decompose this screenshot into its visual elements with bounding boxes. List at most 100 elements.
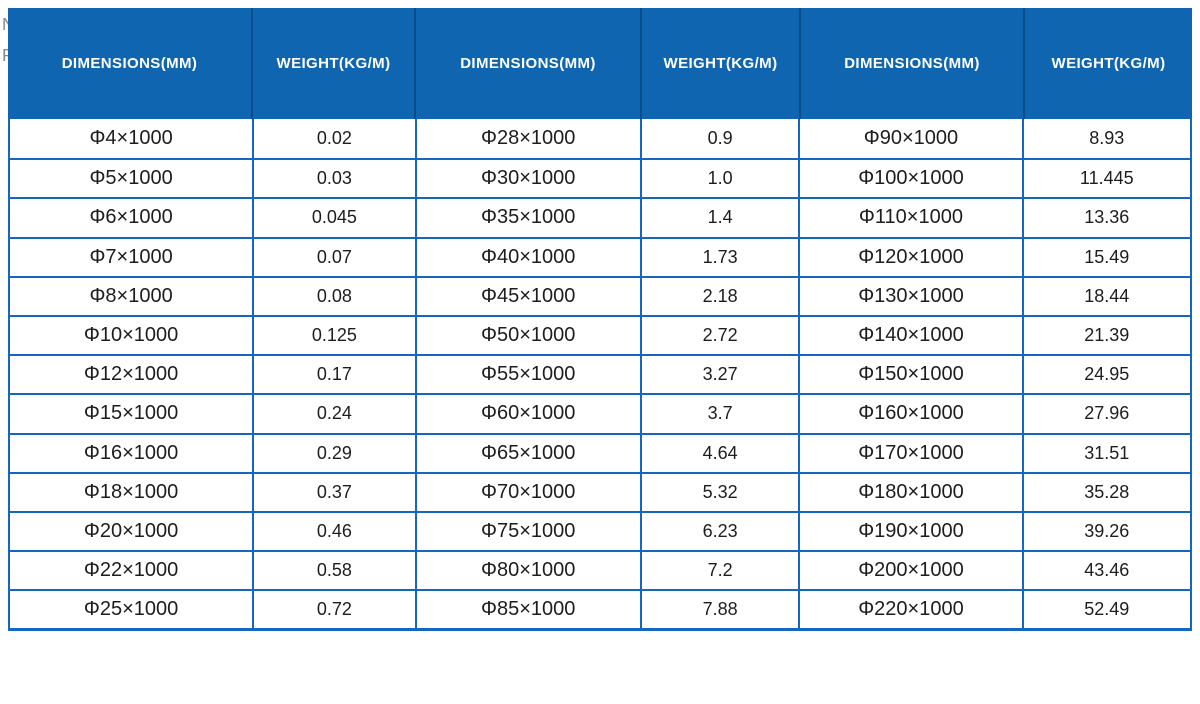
dimensions-cell: Φ50×1000 (414, 316, 640, 355)
dimensions-cell: Φ8×1000 (10, 277, 253, 315)
weight-cell: 0.17 (252, 356, 415, 394)
table-header-row: DIMENSIONS(MM) WEIGHT(KG/M) DIMENSIONS(M… (8, 8, 1192, 119)
weight-cell: 21.39 (1021, 316, 1190, 355)
weight-cell: 52.49 (1021, 591, 1190, 629)
weight-cell: 13.36 (1021, 199, 1190, 237)
dimensions-cell: Φ25×1000 (10, 591, 253, 629)
dimensions-cell: Φ10×1000 (10, 316, 253, 355)
table-row: Φ5×1000 0.03 Φ30×1000 1.0 Φ100×1000 11.445 (10, 158, 1190, 198)
weight-cell: 2.18 (639, 277, 799, 315)
dimensions-cell: Φ200×1000 (798, 552, 1022, 590)
dimensions-cell: Φ130×1000 (798, 277, 1022, 315)
weight-cell: 11.445 (1021, 160, 1190, 198)
dimensions-cell: Φ80×1000 (414, 552, 640, 590)
weight-cell: 8.93 (1021, 119, 1190, 159)
header-weight-1: WEIGHT(KG/M) (251, 8, 414, 119)
table-row: Φ22×1000 0.58 Φ80×1000 7.2 Φ200×1000 43.46 (10, 550, 1190, 590)
dimensions-cell: Φ7×1000 (10, 238, 253, 276)
table-row: Φ6×1000 0.045 Φ35×1000 1.4 Φ110×1000 13.36 (10, 197, 1190, 237)
dimensions-cell: Φ110×1000 (798, 199, 1022, 237)
dimensions-cell: Φ20×1000 (10, 512, 253, 551)
table-body: Φ4×1000 0.02 Φ28×1000 0.9 Φ90×1000 8.93 Φ5×100… (8, 119, 1192, 632)
dimensions-cell: Φ16×1000 (10, 434, 253, 472)
dimensions-cell: Φ90×1000 (798, 119, 1022, 159)
dimensions-cell: Φ35×1000 (414, 199, 640, 237)
weight-cell: 0.08 (252, 277, 415, 315)
weight-cell: 39.26 (1021, 512, 1190, 551)
weight-cell: 18.44 (1021, 277, 1190, 315)
dimensions-cell: Φ120×1000 (798, 238, 1022, 276)
weight-cell: 7.88 (639, 591, 799, 629)
table-row: Φ15×1000 0.24 Φ60×1000 3.7 Φ160×1000 27.96 (10, 393, 1190, 433)
dimensions-cell: Φ150×1000 (798, 356, 1022, 394)
weight-cell: 7.2 (639, 552, 799, 590)
dimensions-cell: Φ70×1000 (414, 473, 640, 511)
weight-cell: 6.23 (639, 512, 799, 551)
table-row: Φ25×1000 0.72 Φ85×1000 7.88 Φ220×1000 52.49 (10, 589, 1190, 629)
dimensions-cell: Φ190×1000 (798, 512, 1022, 551)
header-weight-3: WEIGHT(KG/M) (1023, 8, 1192, 119)
dimensions-cell: Φ65×1000 (414, 434, 640, 472)
weight-cell: 0.02 (252, 119, 415, 159)
weight-cell: 0.045 (252, 199, 415, 237)
weight-cell: 1.73 (639, 238, 799, 276)
header-dimensions-3: DIMENSIONS(MM) (799, 8, 1023, 119)
dimensions-cell: Φ12×1000 (10, 356, 253, 394)
weight-cell: 4.64 (639, 434, 799, 472)
table-row: Φ7×1000 0.07 Φ40×1000 1.73 Φ120×1000 15.49 (10, 236, 1190, 276)
weight-cell: 15.49 (1021, 238, 1190, 276)
weight-cell: 1.0 (639, 160, 799, 198)
header-dimensions-1: DIMENSIONS(MM) (61, 55, 198, 72)
dimensions-cell: Φ220×1000 (798, 591, 1022, 629)
weight-cell: 0.46 (252, 512, 415, 551)
dimensions-cell: Φ45×1000 (414, 277, 640, 315)
table-row: Φ20×1000 0.46 Φ75×1000 6.23 Φ190×1000 39.26 (10, 510, 1190, 551)
dimensions-cell: Φ22×1000 (10, 552, 253, 590)
weight-cell: 3.27 (639, 356, 799, 394)
weight-cell: 27.96 (1021, 395, 1190, 433)
table-row: Φ8×1000 0.08 Φ45×1000 2.18 Φ130×1000 18.44 (10, 275, 1190, 315)
header-weight-2: WEIGHT(KG/M) (640, 8, 799, 119)
weight-cell: 24.95 (1021, 356, 1190, 394)
weight-cell: 0.125 (252, 316, 415, 355)
dimensions-cell: Φ75×1000 (414, 512, 640, 551)
weight-cell: 31.51 (1021, 434, 1190, 472)
dimensions-cell: Φ28×1000 (414, 119, 640, 159)
weight-cell: 0.29 (252, 434, 415, 472)
dimensions-cell: Φ15×1000 (10, 395, 253, 433)
weight-cell: 5.32 (639, 473, 799, 511)
dimensions-cell: Φ100×1000 (798, 160, 1022, 198)
table-row: Φ4×1000 0.02 Φ28×1000 0.9 Φ90×1000 8.93 (10, 119, 1190, 159)
dimensions-cell: Φ160×1000 (798, 395, 1022, 433)
weight-cell: 0.24 (252, 395, 415, 433)
table-row: Φ12×1000 0.17 Φ55×1000 3.27 Φ150×1000 24.95 (10, 354, 1190, 394)
weight-cell: 0.03 (252, 160, 415, 198)
spec-table: DIMENSIONS(MM) WEIGHT(KG/M) DIMENSIONS(M… (8, 8, 1192, 632)
dimensions-cell: Φ55×1000 (414, 356, 640, 394)
table-row: Φ10×1000 0.125 Φ50×1000 2.72 Φ140×1000 21.39 (10, 314, 1190, 355)
dimensions-cell: Φ6×1000 (10, 199, 253, 237)
weight-cell: 1.4 (639, 199, 799, 237)
table-row: Φ16×1000 0.29 Φ65×1000 4.64 Φ170×1000 31.51 (10, 432, 1190, 472)
weight-cell: 0.72 (252, 591, 415, 629)
table-row: Φ18×1000 0.37 Φ70×1000 5.32 Φ180×1000 35.28 (10, 471, 1190, 511)
weight-cell: 0.07 (252, 238, 415, 276)
dimensions-cell: Φ85×1000 (414, 591, 640, 629)
weight-cell: 2.72 (639, 316, 799, 355)
weight-cell: 0.58 (252, 552, 415, 590)
header-dimensions-2: DIMENSIONS(MM) (414, 8, 640, 119)
dimensions-cell: Φ40×1000 (414, 238, 640, 276)
dimensions-cell: Φ5×1000 (10, 160, 253, 198)
dimensions-cell: Φ4×1000 (10, 119, 253, 159)
weight-cell: 43.46 (1021, 552, 1190, 590)
dimensions-cell: Φ60×1000 (414, 395, 640, 433)
weight-cell: 3.7 (639, 395, 799, 433)
dimensions-cell: Φ18×1000 (10, 473, 253, 511)
dimensions-cell: Φ140×1000 (798, 316, 1022, 355)
weight-cell: 35.28 (1021, 473, 1190, 511)
dimensions-cell: Φ170×1000 (798, 434, 1022, 472)
dimensions-cell: Φ180×1000 (798, 473, 1022, 511)
weight-cell: 0.37 (252, 473, 415, 511)
weight-cell: 0.9 (639, 119, 799, 159)
